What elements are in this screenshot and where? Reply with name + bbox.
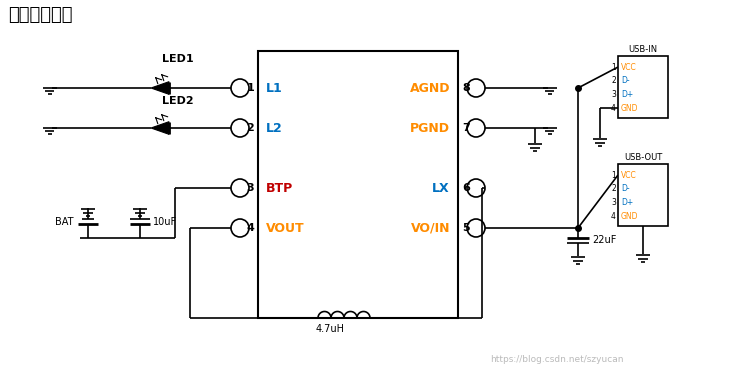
Text: 典型应用电路: 典型应用电路 xyxy=(8,6,72,24)
Text: LED1: LED1 xyxy=(162,54,194,64)
Text: BTP: BTP xyxy=(266,181,293,195)
Polygon shape xyxy=(151,122,169,134)
Text: 2: 2 xyxy=(611,184,616,193)
Text: AGND: AGND xyxy=(410,81,450,95)
Text: 3: 3 xyxy=(246,183,254,193)
Text: D+: D+ xyxy=(621,90,633,99)
Text: L1: L1 xyxy=(266,81,282,95)
Text: 22uF: 22uF xyxy=(592,235,617,245)
Text: 7: 7 xyxy=(462,123,470,133)
Text: 3: 3 xyxy=(611,90,616,99)
Text: LX: LX xyxy=(432,181,450,195)
Text: 1: 1 xyxy=(246,83,254,93)
Text: USB-IN: USB-IN xyxy=(629,45,657,54)
Bar xyxy=(618,56,668,118)
Text: VCC: VCC xyxy=(621,171,637,179)
Text: 10uF: 10uF xyxy=(153,217,177,227)
Text: 2: 2 xyxy=(611,76,616,85)
Text: D-: D- xyxy=(621,184,630,193)
Text: LED2: LED2 xyxy=(162,96,194,106)
Text: 8: 8 xyxy=(462,83,470,93)
Text: 1: 1 xyxy=(611,171,616,179)
Text: VO/IN: VO/IN xyxy=(410,222,450,235)
Text: D-: D- xyxy=(621,76,630,85)
Text: https://blog.csdn.net/szyucan: https://blog.csdn.net/szyucan xyxy=(490,355,623,364)
Text: VOUT: VOUT xyxy=(266,222,305,235)
Text: D+: D+ xyxy=(621,198,633,207)
Text: 5: 5 xyxy=(462,223,470,233)
Text: 4: 4 xyxy=(611,212,616,221)
Text: L2: L2 xyxy=(266,122,282,134)
Text: PGND: PGND xyxy=(410,122,450,134)
Text: 6: 6 xyxy=(462,183,470,193)
Text: GND: GND xyxy=(621,212,639,221)
Bar xyxy=(258,51,458,318)
Text: 4.7uH: 4.7uH xyxy=(316,324,345,334)
Text: USB-OUT: USB-OUT xyxy=(624,153,662,162)
Text: VCC: VCC xyxy=(621,63,637,71)
Text: 4: 4 xyxy=(246,223,254,233)
Text: 4: 4 xyxy=(611,104,616,113)
Bar xyxy=(618,164,668,226)
Text: BAT: BAT xyxy=(56,217,74,227)
Text: GND: GND xyxy=(621,104,639,113)
Text: 2: 2 xyxy=(246,123,254,133)
Polygon shape xyxy=(151,82,169,94)
Text: 3: 3 xyxy=(611,198,616,207)
Text: 1: 1 xyxy=(611,63,616,71)
